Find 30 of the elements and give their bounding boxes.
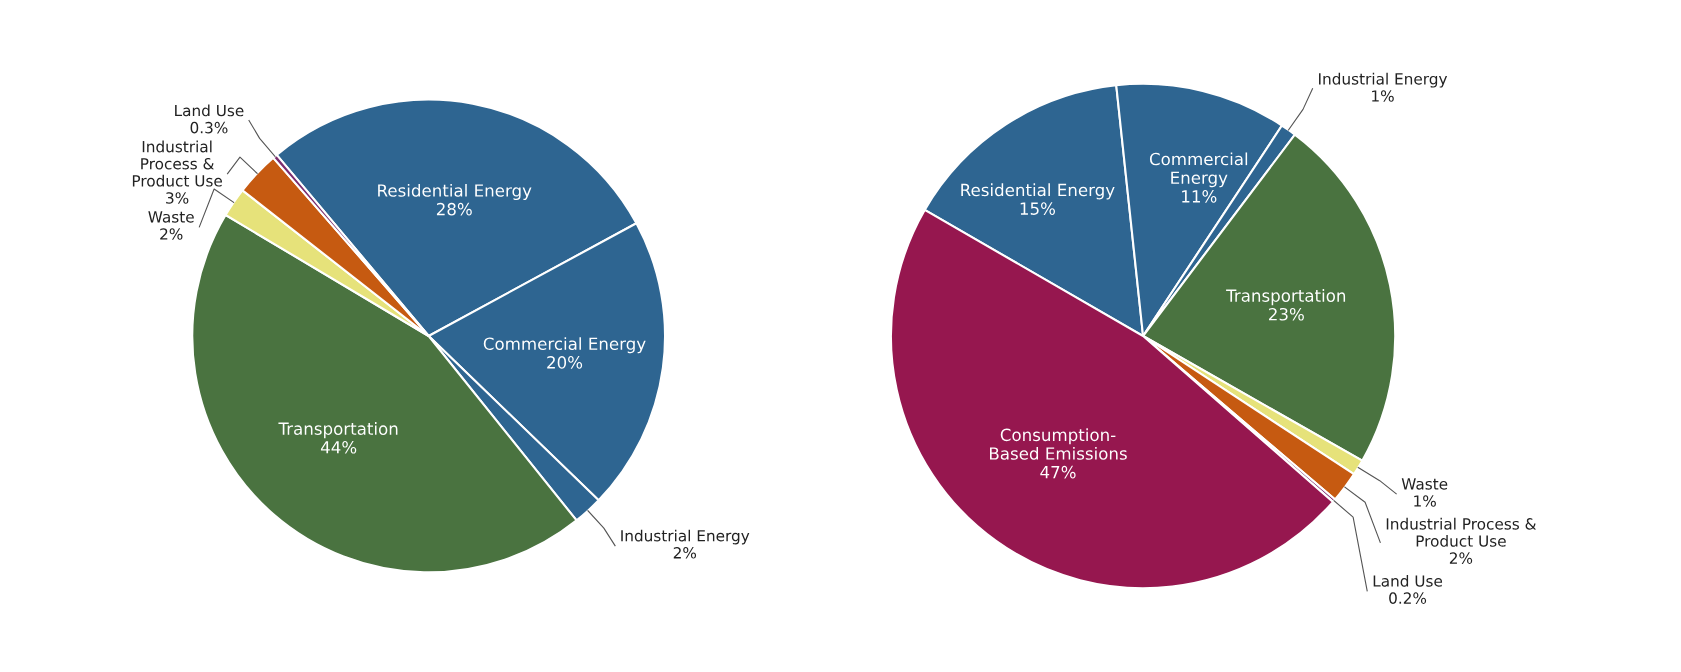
data-label: 47%: [1040, 465, 1076, 479]
slice-label: Waste: [148, 211, 194, 223]
data-label: 44%: [320, 440, 357, 454]
slice-label: Residential Energy: [378, 183, 532, 201]
data-label: 28%: [436, 202, 472, 216]
data-label: 0.2%: [1389, 592, 1427, 604]
slice-label: Industrial Process & Product Use: [1386, 517, 1537, 547]
slice-label: Industrial Energy: [1319, 72, 1448, 88]
data-label: 0.3%: [190, 121, 228, 134]
slice-label: Commercial Energy: [483, 337, 646, 354]
slice-label: Consumption- Based Emissions: [990, 428, 1127, 460]
data-label: 23%: [1269, 307, 1304, 321]
slice-label: Transportation: [1226, 289, 1346, 306]
slice-label: Waste: [1401, 478, 1448, 490]
data-label: 2%: [160, 228, 183, 240]
data-label: 15%: [1020, 202, 1056, 215]
data-label: 1%: [1414, 495, 1436, 507]
slice-label: Residential Energy: [961, 183, 1115, 200]
data-label: 2%: [1449, 552, 1473, 564]
slice-label: Industrial Energy: [621, 529, 750, 545]
data-label: 11%: [1182, 190, 1217, 203]
slice-label: Transportation: [278, 422, 398, 439]
slice-label: Land Use: [1373, 574, 1443, 587]
slice-label: Land Use: [175, 104, 244, 117]
slice-label: Commercial Energy: [1149, 152, 1248, 188]
data-label: 3%: [166, 192, 189, 204]
slice-label: Industrial Process & Product Use: [132, 140, 222, 187]
data-label: 1%: [1372, 90, 1394, 102]
data-label: 2%: [673, 547, 697, 559]
data-label: 20%: [547, 356, 583, 369]
